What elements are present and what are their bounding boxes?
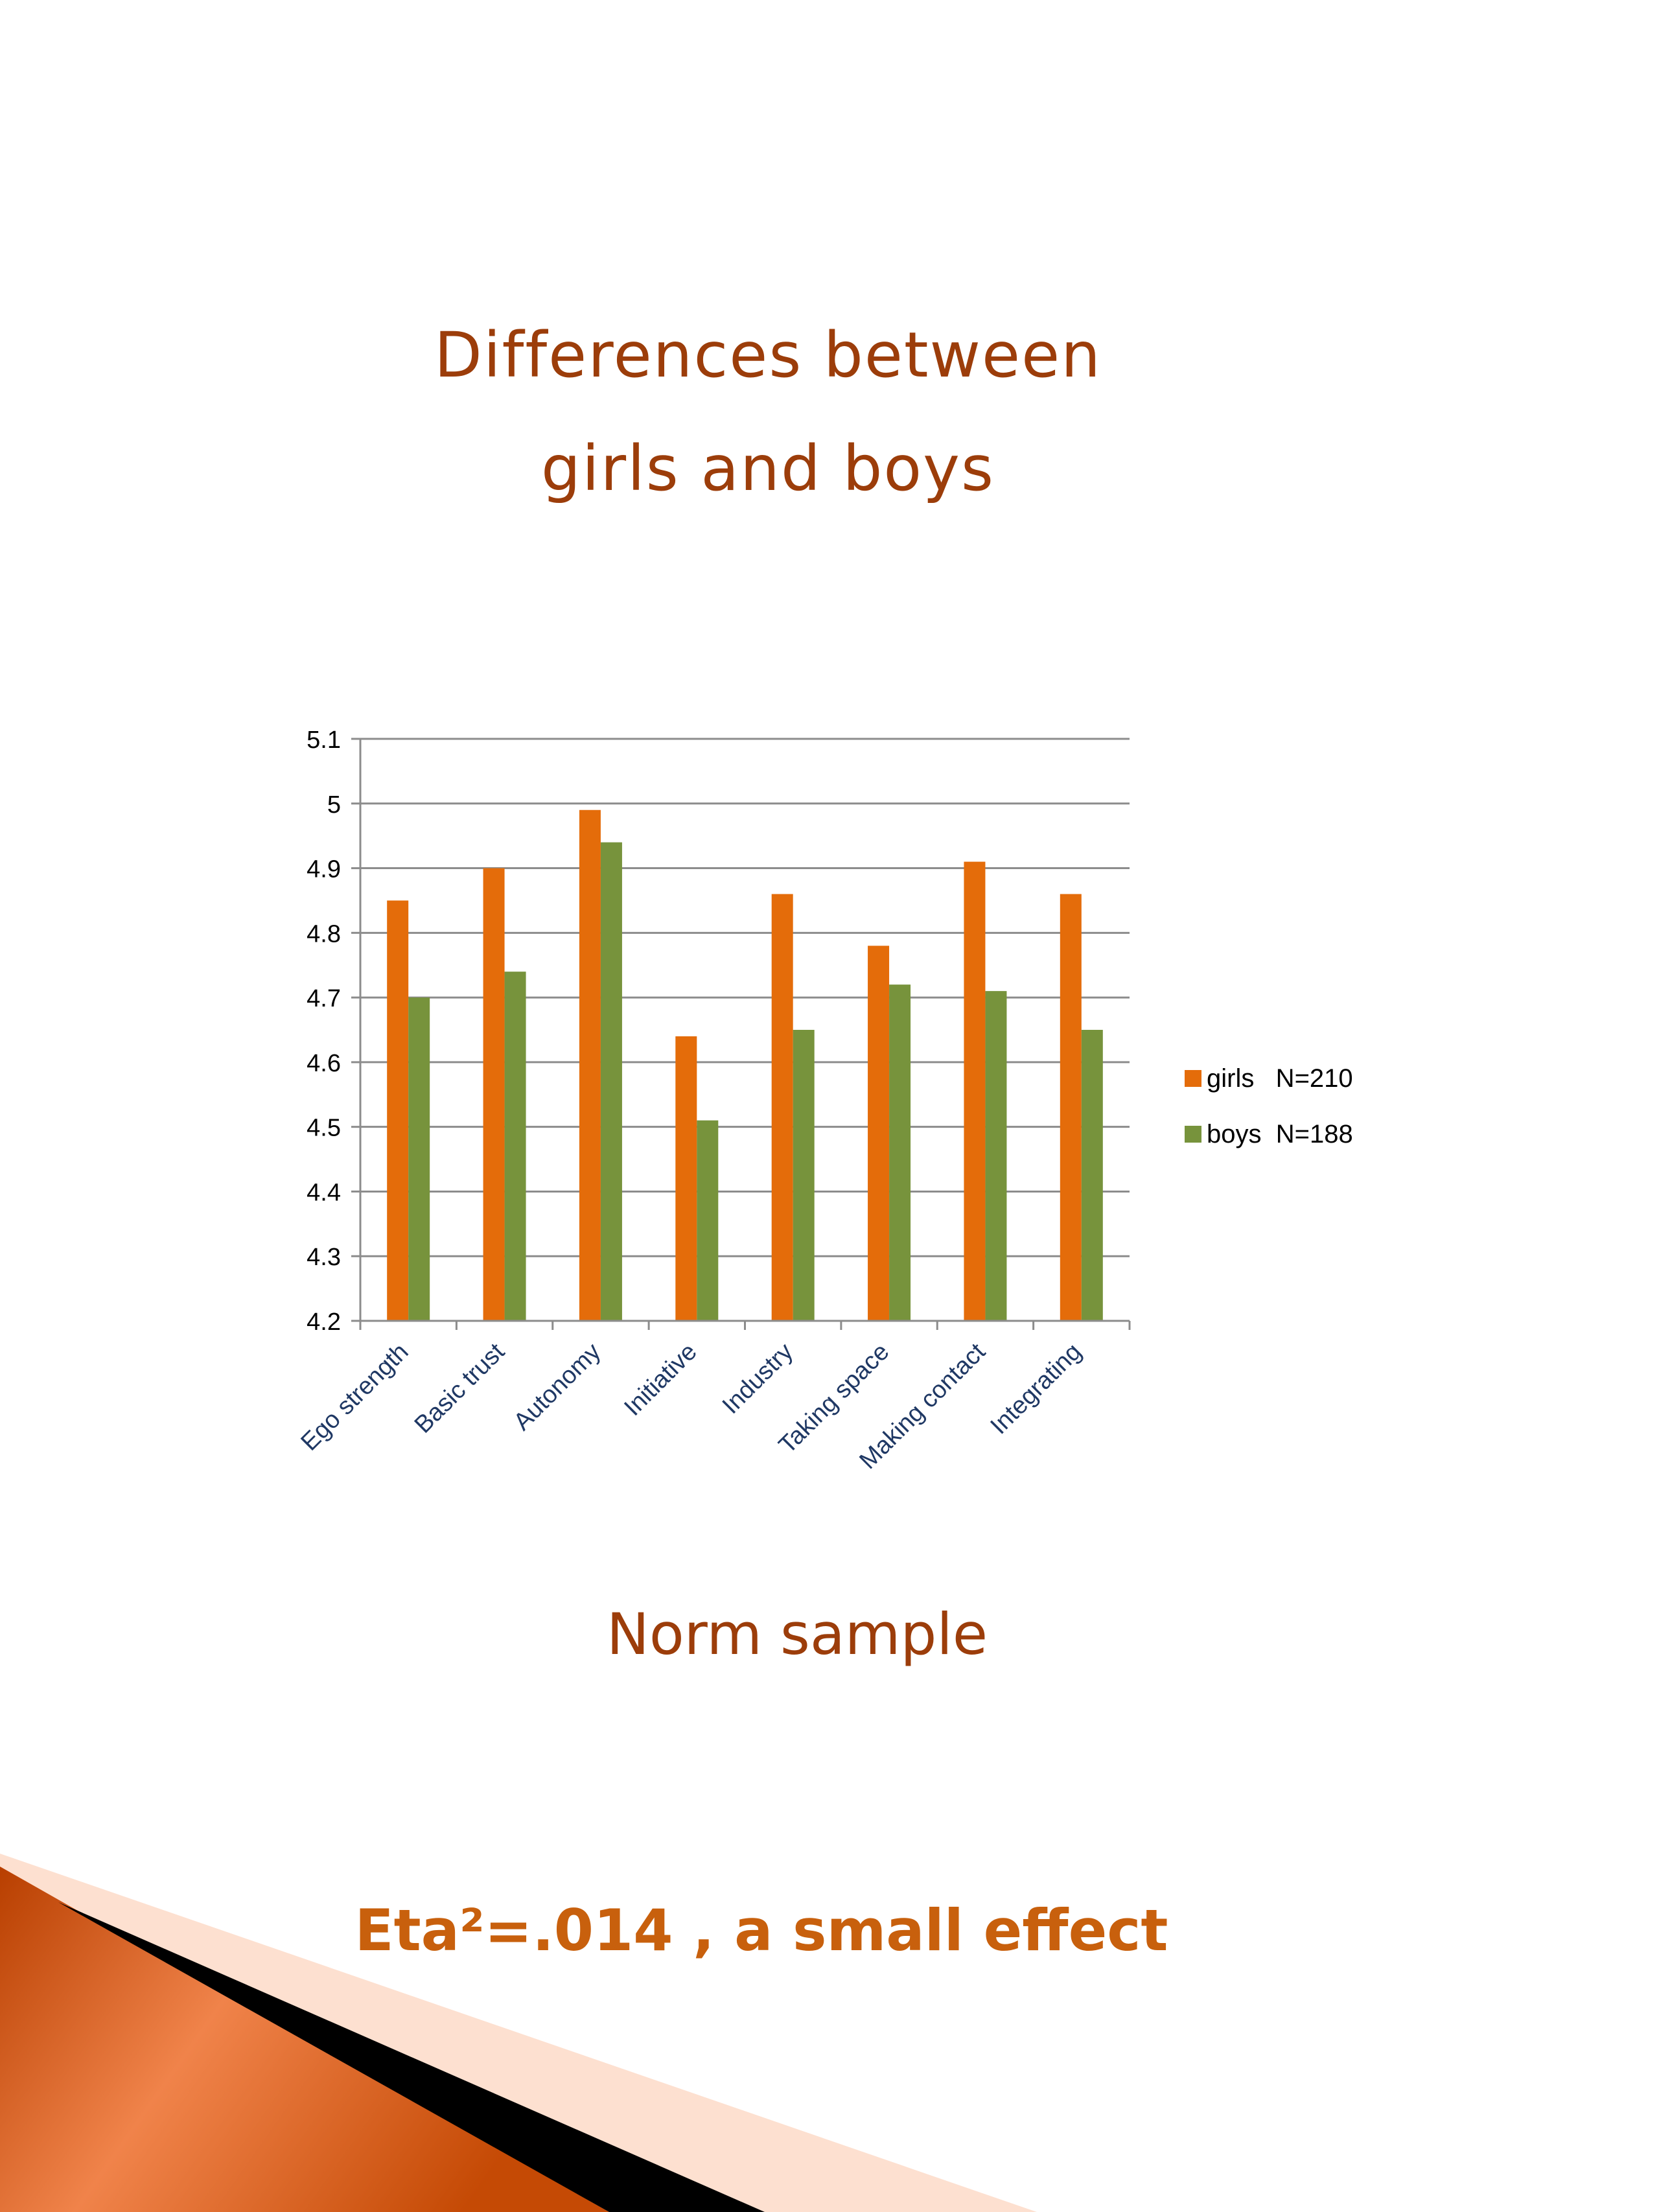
legend-label-girls: girls N=210: [1207, 1064, 1353, 1093]
y-tick-label: 4.2: [307, 1309, 341, 1336]
bar-girls: [868, 946, 890, 1321]
bar-boys: [600, 842, 622, 1321]
legend-label-boys: boys N=188: [1207, 1120, 1353, 1148]
sample-caption: Norm sample: [607, 1601, 988, 1668]
x-category-label: Industry: [717, 1338, 798, 1419]
slide-title-line-1: Differences between: [434, 319, 1102, 391]
bar-boys: [889, 984, 911, 1321]
y-tick-label: 4.5: [307, 1115, 341, 1142]
bar-boys: [793, 1030, 815, 1321]
y-tick-label: 4.7: [307, 985, 341, 1012]
y-tick-label: 4.4: [307, 1179, 341, 1206]
bar-boys: [1081, 1030, 1103, 1321]
bar-girls: [675, 1036, 697, 1321]
bar-boys: [408, 997, 430, 1321]
bar-boys: [985, 991, 1007, 1321]
y-tick-label: 4.3: [307, 1244, 341, 1271]
y-axis-ticks: 4.2 4.3 4.4 4.5 4.6 4.7 4.8 4.9 5 5.1: [307, 727, 341, 1336]
decor-black-stripe: [58, 1902, 765, 2212]
chart-legend: girls N=210 boys N=188: [1185, 1064, 1353, 1148]
legend-swatch-boys: [1185, 1126, 1201, 1143]
slide-title-line-2: girls and boys: [541, 432, 995, 505]
legend-swatch-girls: [1185, 1070, 1201, 1087]
chart-axes: [351, 738, 1131, 1330]
decor-peach-stripe: [0, 1854, 1037, 2212]
bar-boys: [504, 972, 526, 1321]
chart-gridlines: [360, 738, 1130, 1257]
bar-girls: [964, 861, 986, 1321]
bar-girls: [1060, 894, 1082, 1321]
bar-girls: [483, 868, 505, 1321]
y-tick-label: 4.6: [307, 1050, 341, 1077]
bar-boys: [697, 1120, 719, 1321]
bar-girls: [387, 900, 409, 1321]
x-category-label: Ego strength: [296, 1338, 413, 1456]
y-tick-label: 5: [327, 791, 341, 819]
x-category-label: Initiative: [619, 1338, 702, 1421]
y-tick-label: 4.9: [307, 856, 341, 883]
chart-bars: [387, 809, 1103, 1321]
x-category-label: Integrating: [985, 1338, 1087, 1440]
effect-size-note: Eta²=.014 , a small effect: [354, 1897, 1168, 1964]
x-category-label: Basic trust: [410, 1338, 510, 1438]
x-category-label: Autonomy: [509, 1338, 607, 1436]
y-tick-label: 4.8: [307, 920, 341, 948]
bar-girls: [579, 809, 601, 1321]
bar-girls: [771, 894, 793, 1321]
y-tick-label: 5.1: [307, 727, 341, 754]
